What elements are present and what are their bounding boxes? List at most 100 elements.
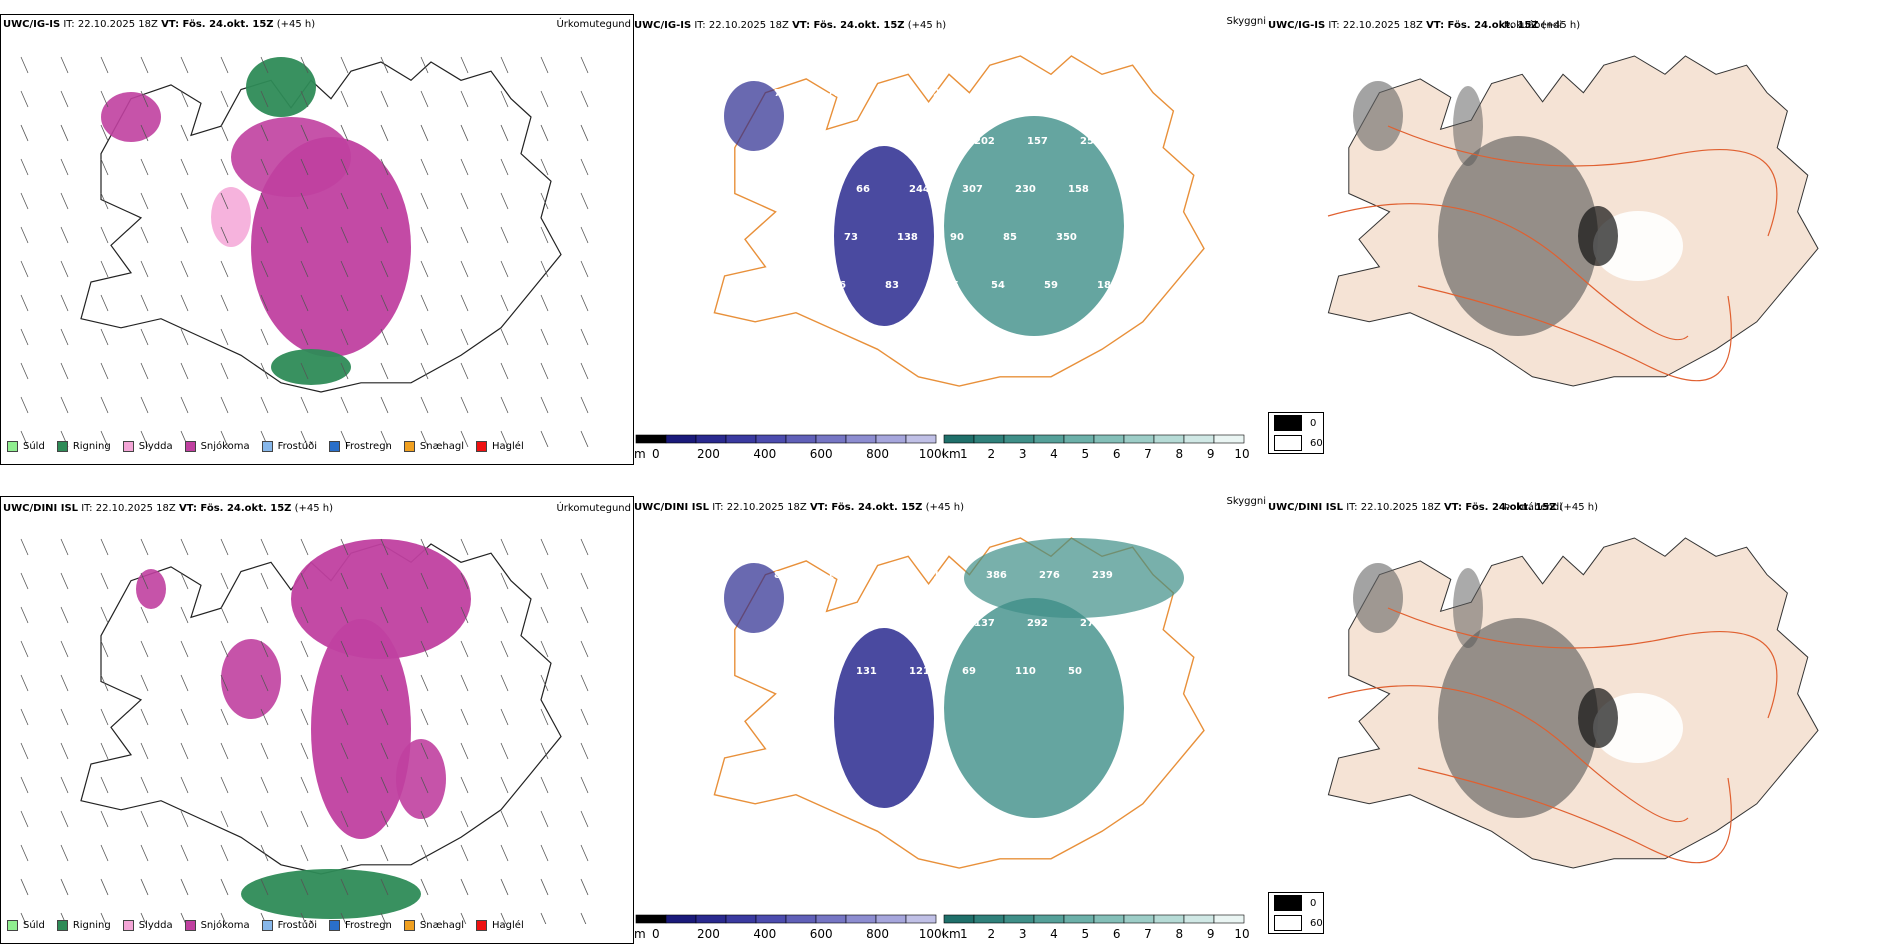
height-colorbar-swatch bbox=[755, 434, 787, 444]
height-colorbar-tick: 0 bbox=[652, 447, 660, 461]
cloud-height-label: 168 bbox=[880, 570, 901, 581]
wind-barb bbox=[20, 56, 29, 74]
wind-barb bbox=[260, 606, 269, 624]
legend-label: Frostregn bbox=[345, 920, 392, 931]
wind-barb bbox=[340, 640, 349, 658]
wind-barb bbox=[500, 124, 509, 142]
height-colorbar-tick: 0 bbox=[652, 927, 660, 941]
wind-barb bbox=[500, 708, 509, 726]
precip-legend: Súld Rigning Slydda Snjókoma Frostúði Frostre… bbox=[7, 441, 536, 452]
visibility-colorbar-swatch bbox=[1063, 914, 1095, 924]
cloud-height-label: 90 bbox=[950, 232, 964, 243]
visibility-colorbar-swatch bbox=[1153, 914, 1185, 924]
wind-barb bbox=[300, 260, 309, 278]
legend-label: Slydda bbox=[138, 920, 173, 931]
wind-barb bbox=[580, 90, 589, 108]
low-visibility-area bbox=[944, 598, 1124, 818]
wind-barb bbox=[580, 294, 589, 312]
visibility-colorbar-unit: km bbox=[942, 927, 961, 941]
wind-barb bbox=[100, 844, 109, 862]
visibility-colorbar-swatch bbox=[1153, 434, 1185, 444]
wind-barb bbox=[420, 362, 429, 380]
wind-barb bbox=[380, 912, 387, 924]
low-cloud-area bbox=[834, 146, 934, 326]
visibility-colorbar-tick: 5 bbox=[1082, 927, 1090, 941]
wind-barb bbox=[60, 810, 69, 828]
wind-barb bbox=[60, 192, 69, 210]
wind-barb bbox=[60, 328, 69, 346]
wind-barb bbox=[20, 844, 29, 862]
wind-barb bbox=[420, 606, 429, 624]
wind-barb bbox=[380, 90, 389, 108]
fog-label-0: 0 bbox=[1310, 417, 1317, 429]
wind-barb bbox=[460, 56, 469, 74]
visibility-colorbar-swatch bbox=[1183, 914, 1215, 924]
wind-barb bbox=[340, 776, 349, 794]
wind-barb bbox=[420, 226, 429, 244]
wind-barb bbox=[340, 396, 349, 414]
cloud-height-label: 157 bbox=[1027, 136, 1048, 147]
wind-barb bbox=[460, 260, 469, 278]
wind-barb bbox=[420, 396, 429, 414]
wind-barb bbox=[300, 362, 309, 380]
wind-barb bbox=[580, 396, 589, 414]
wind-barb bbox=[100, 810, 109, 828]
visibility-colorbar-unit: km bbox=[942, 447, 961, 461]
visibility-colorbar-swatch bbox=[973, 914, 1005, 924]
precip-type-map-2: UWC/DINI ISL IT: 22.10.2025 18Z VT: Fös.… bbox=[0, 496, 634, 944]
wind-barb bbox=[460, 640, 469, 658]
wind-barb bbox=[260, 124, 269, 142]
wind-barb bbox=[60, 606, 69, 624]
cloud-height-label: 121 bbox=[921, 136, 942, 147]
height-colorbar-tick: 600 bbox=[810, 927, 833, 941]
wind-barb bbox=[180, 606, 189, 624]
wind-barb bbox=[60, 362, 69, 380]
wind-barb bbox=[540, 56, 549, 74]
wind-barb bbox=[540, 294, 549, 312]
wind-barb bbox=[20, 396, 29, 414]
wind-barb bbox=[540, 606, 549, 624]
wind-barb bbox=[300, 328, 309, 346]
wind-barb bbox=[540, 912, 547, 924]
panel-title: UWC/DINI ISL IT: 22.10.2025 18Z VT: Fös.… bbox=[3, 503, 334, 514]
cloud-height-label: 105 bbox=[791, 232, 812, 243]
wind-barb bbox=[420, 328, 429, 346]
cloud-height-label: 180 bbox=[1097, 280, 1118, 291]
wind-barb bbox=[60, 776, 69, 794]
wind-barb bbox=[300, 430, 309, 447]
panel-title: UWC/DINI ISL IT: 22.10.2025 18Z VT: Fös.… bbox=[1268, 502, 1599, 513]
wind-barb bbox=[140, 260, 149, 278]
wind-barb bbox=[580, 878, 589, 896]
wind-barb bbox=[340, 538, 349, 556]
wind-barb bbox=[580, 430, 589, 447]
wind-barb bbox=[140, 124, 149, 142]
height-colorbar-swatch bbox=[905, 914, 937, 924]
visibility-colorbar-swatch bbox=[1123, 434, 1155, 444]
wind-barb bbox=[140, 56, 149, 74]
fog-area bbox=[1453, 86, 1483, 166]
rain-area bbox=[271, 349, 351, 385]
visibility-colorbar-tick: 10 bbox=[1234, 447, 1249, 461]
wind-barb bbox=[580, 708, 589, 726]
wind-barb bbox=[500, 90, 509, 108]
wind-barb bbox=[380, 742, 389, 760]
height-colorbar-tick: 400 bbox=[753, 927, 776, 941]
wind-barb bbox=[140, 776, 149, 794]
cloud-height-label: 85 bbox=[1003, 232, 1017, 243]
wind-barb bbox=[140, 572, 149, 590]
wind-barb bbox=[140, 538, 149, 556]
wind-barb bbox=[260, 538, 269, 556]
wind-barb bbox=[180, 396, 189, 414]
visibility-colorbar-swatch bbox=[1033, 914, 1065, 924]
wind-barb bbox=[140, 396, 149, 414]
low-cloud-area bbox=[724, 81, 784, 151]
visibility-colorbar-tick: 4 bbox=[1050, 927, 1058, 941]
wind-barb bbox=[380, 674, 389, 692]
wind-barb bbox=[180, 158, 189, 176]
snow-area bbox=[311, 619, 411, 839]
wind-barb bbox=[20, 708, 29, 726]
wind-barb bbox=[260, 640, 269, 658]
wind-barb bbox=[260, 674, 269, 692]
wind-barb bbox=[540, 158, 549, 176]
cloud-height-label: 66 bbox=[856, 184, 870, 195]
